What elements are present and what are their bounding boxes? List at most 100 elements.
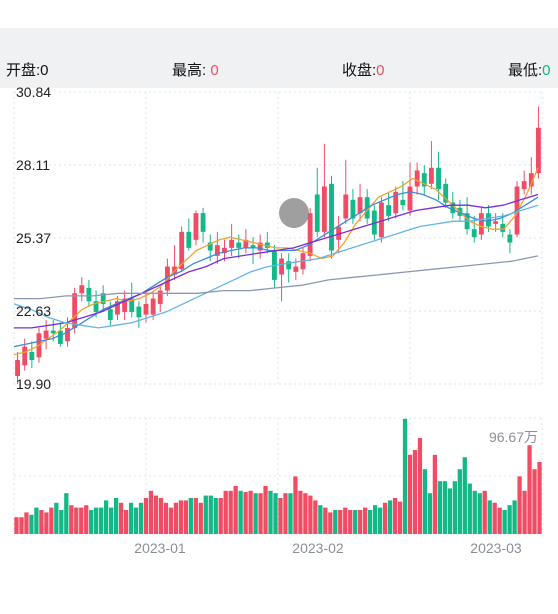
price-tick-label: 25.37	[16, 230, 51, 246]
candle-body	[257, 242, 263, 251]
candle-body	[150, 298, 156, 315]
volume-bar	[517, 476, 522, 534]
volume-bar	[532, 469, 537, 534]
volume-bar	[472, 490, 477, 534]
candle-body	[528, 173, 534, 187]
volume-bar	[318, 505, 323, 534]
ma20-line	[14, 193, 539, 329]
volume-bar	[74, 507, 79, 534]
volume-bar	[158, 498, 164, 534]
volume-bar	[422, 469, 428, 534]
volume-bar	[368, 510, 373, 534]
volume-bar	[104, 500, 109, 534]
volume-bar	[323, 507, 328, 534]
volume-bar	[487, 500, 492, 534]
volume-bar	[477, 493, 482, 534]
volume-bar	[537, 462, 542, 534]
volume-bar	[118, 502, 124, 534]
volume-bar	[223, 490, 228, 534]
volume-bar	[44, 512, 49, 534]
volume-bar	[482, 490, 487, 534]
candle	[357, 183, 363, 222]
volume-bar	[348, 510, 353, 534]
volume-bar	[467, 483, 472, 534]
candle-body	[250, 245, 256, 248]
volume-bar	[128, 502, 134, 534]
candle-body	[243, 239, 249, 248]
candle-body	[193, 213, 199, 240]
volume-bar	[372, 505, 378, 534]
volume-bar	[233, 486, 238, 534]
volume-bar	[343, 507, 348, 534]
candle	[386, 191, 392, 222]
candle-body	[86, 287, 92, 302]
volume-bar	[213, 498, 218, 534]
candle-body	[200, 213, 206, 232]
volume-bar	[148, 490, 154, 534]
volume-bar	[432, 454, 438, 534]
volume-bar	[527, 445, 532, 534]
candle-body	[57, 330, 63, 344]
candle	[193, 210, 199, 246]
candle	[478, 207, 484, 240]
volume-bar	[298, 490, 303, 534]
volume-bar	[14, 517, 19, 534]
volume-bar	[442, 481, 448, 534]
volume-bar	[183, 500, 188, 534]
candle-body	[136, 306, 142, 318]
candle	[250, 237, 256, 264]
candle-body	[478, 213, 484, 235]
candle-body	[428, 167, 434, 184]
volume-bar	[353, 510, 358, 534]
candle	[414, 162, 420, 195]
volume-bar	[397, 501, 403, 534]
volume-bar	[313, 500, 318, 534]
volume-bar	[238, 490, 243, 534]
candle-body	[357, 197, 363, 214]
candle	[279, 253, 284, 302]
candle-body	[307, 213, 313, 256]
time-axis-label: 2023-03	[470, 540, 522, 556]
volume-bar	[113, 498, 119, 534]
moving-averages	[13, 167, 539, 356]
volume-bar	[218, 498, 223, 534]
candle-body	[214, 245, 220, 256]
candle-body	[179, 231, 185, 270]
volume-bar	[437, 481, 443, 534]
volume-bar	[39, 510, 44, 534]
volume-bar	[387, 500, 393, 534]
candle-body	[286, 261, 292, 270]
candle	[428, 141, 434, 190]
volume-bar	[293, 476, 298, 534]
candle	[122, 290, 128, 320]
candle	[521, 170, 527, 195]
candle-body	[15, 359, 20, 376]
candle-body	[421, 173, 427, 187]
volume-bar	[54, 502, 59, 534]
volume-bar	[308, 495, 313, 534]
candle	[321, 143, 327, 238]
volume-bar	[512, 500, 517, 534]
volume-bar	[382, 502, 388, 534]
candle	[222, 239, 227, 262]
volume-bar	[358, 510, 363, 534]
candle-body	[329, 183, 334, 251]
candle	[214, 231, 220, 264]
ma5-line	[13, 167, 539, 356]
candle-body	[500, 223, 506, 232]
candle-body	[393, 191, 399, 214]
close-price: 收盘:0	[342, 62, 385, 79]
volume-bars	[14, 418, 542, 534]
volume-bar	[492, 502, 497, 534]
volume-bar	[288, 493, 293, 534]
volume-bar	[19, 517, 24, 534]
candle-body	[79, 285, 85, 294]
candle-body	[343, 194, 349, 219]
candle-body	[100, 293, 106, 304]
loading-indicator	[279, 198, 309, 228]
volume-bar	[163, 502, 169, 534]
volume-bar	[168, 507, 174, 534]
volume-bar	[303, 493, 308, 534]
